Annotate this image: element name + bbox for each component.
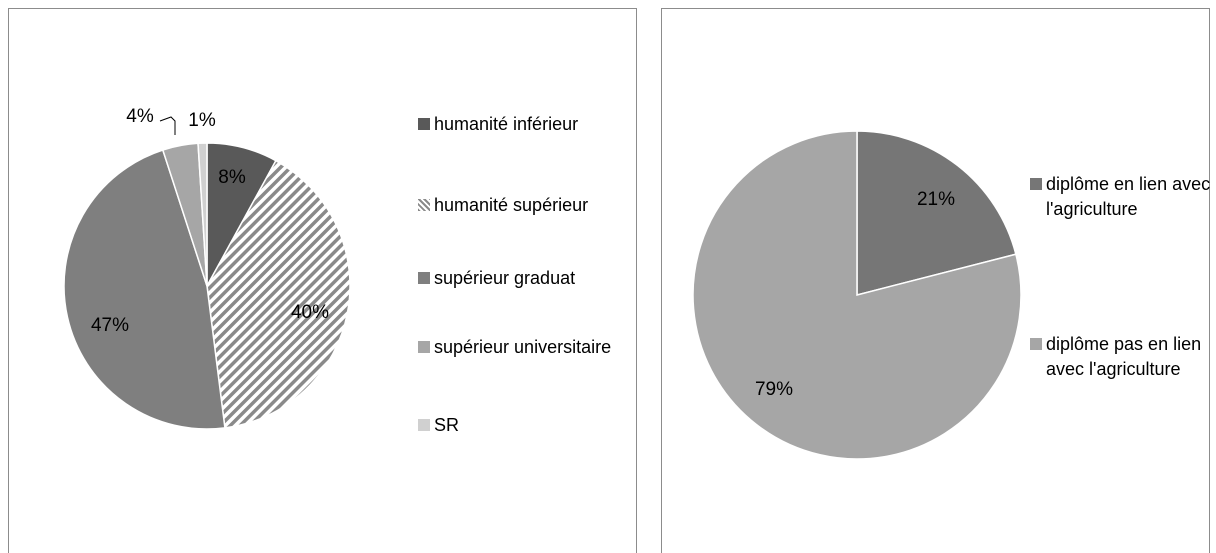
pie-slice: [692, 130, 1022, 460]
data-label: 1%: [188, 110, 216, 131]
data-label: 21%: [917, 189, 955, 210]
legend-item: diplôme en lien avec l'agriculture: [1030, 172, 1216, 222]
legend-label: supérieur graduat: [434, 268, 576, 288]
data-label: 79%: [755, 379, 793, 400]
legend-item: supérieur universitaire: [418, 335, 634, 360]
legend-label: SR: [434, 415, 460, 435]
legend-item: supérieur graduat: [418, 266, 634, 291]
legend-item: humanité inférieur: [418, 112, 634, 137]
legend-swatch: [418, 341, 430, 353]
data-label: 40%: [291, 302, 329, 323]
legend-label: humanité inférieur: [434, 114, 579, 134]
legend-label: diplôme en lien avec l'agriculture: [1046, 174, 1211, 219]
legend-item: humanité supérieur: [418, 193, 634, 218]
legend-item: diplôme pas en lien avec l'agriculture: [1030, 332, 1216, 382]
legend-swatch: [418, 199, 430, 211]
pie-slice: [206, 159, 351, 429]
leader-line: [159, 116, 176, 135]
pie-slice: [197, 142, 208, 287]
legend-label: humanité supérieur: [434, 195, 589, 215]
legend-swatch: [418, 419, 430, 431]
pie-slice: [856, 130, 1017, 296]
data-label: 8%: [218, 167, 246, 188]
data-label: 4%: [126, 106, 154, 127]
legend-swatch: [1030, 178, 1042, 190]
legend-swatch: [418, 118, 430, 130]
legend-label: supérieur universitaire: [434, 337, 612, 357]
legend-label: diplôme pas en lien avec l'agriculture: [1046, 334, 1202, 379]
legend-swatch: [1030, 338, 1042, 350]
legend-swatch: [418, 272, 430, 284]
legend-item: SR: [418, 413, 634, 438]
data-label: 47%: [91, 315, 129, 336]
